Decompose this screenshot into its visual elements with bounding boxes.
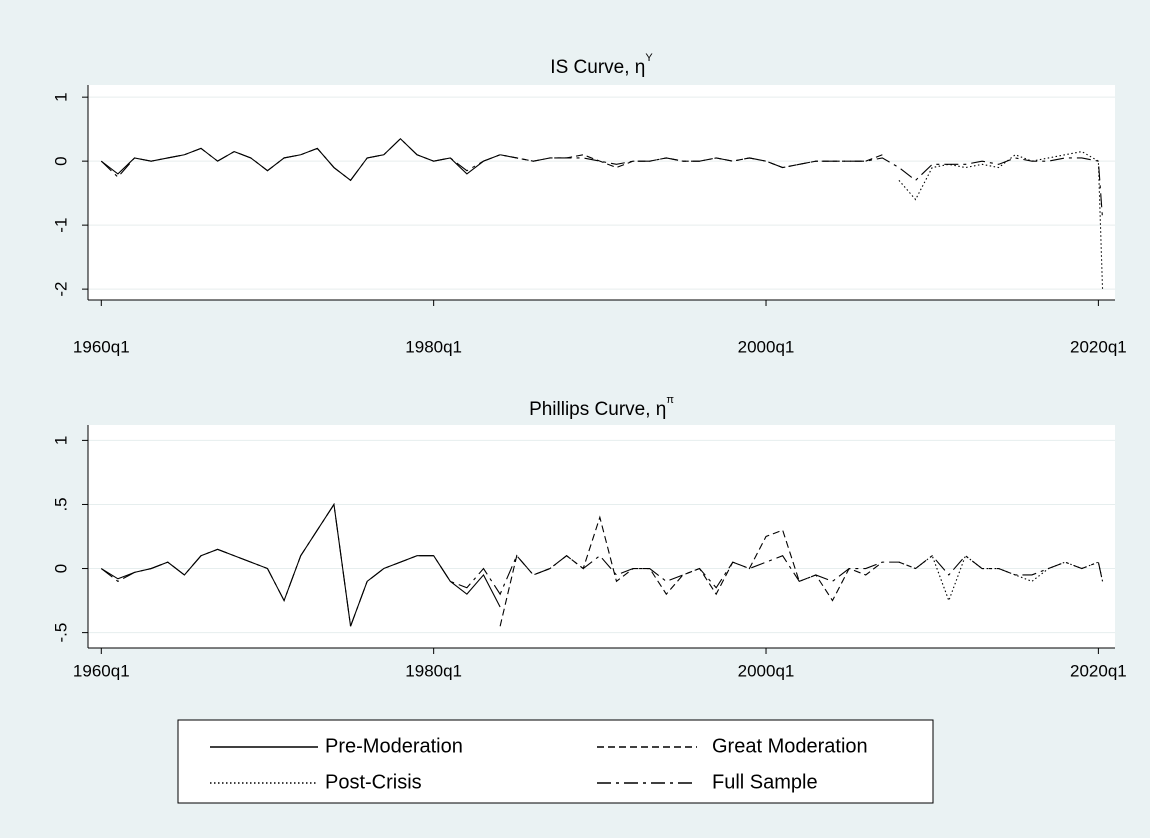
chart-title: IS Curve, ηY: [550, 52, 653, 78]
plot-area: [88, 85, 1115, 300]
y-tick-label: -.5: [51, 623, 70, 643]
x-tick-label: 1980q1: [405, 337, 462, 356]
y-tick-label: 0: [51, 564, 70, 573]
legend-label: Pre-Moderation: [325, 735, 463, 757]
y-tick-label: .5: [51, 497, 70, 511]
title-text: IS Curve, η: [550, 57, 645, 78]
x-tick-label: 2020q1: [1070, 337, 1127, 356]
series-line: [100, 137, 1104, 219]
x-tick-label: 2000q1: [738, 337, 795, 356]
legend-label: Great Moderation: [712, 735, 868, 757]
y-tick-label: -1: [51, 218, 70, 233]
legend-label: Post-Crisis: [325, 771, 422, 793]
plot-area: [88, 425, 1115, 648]
legend-label: Full Sample: [712, 771, 818, 793]
legend-box: [177, 719, 934, 804]
x-tick-label: 2020q1: [1070, 661, 1127, 680]
y-tick-label: 1: [51, 92, 70, 101]
x-tick-label: 1960q1: [73, 661, 130, 680]
title-text: Phillips Curve, η: [529, 399, 666, 420]
chart-title: Phillips Curve, ηπ: [529, 394, 674, 420]
y-tick-label: -2: [51, 282, 70, 297]
x-tick-label: 1960q1: [73, 337, 130, 356]
y-tick-label: 1: [51, 436, 70, 445]
title-superscript: π: [666, 394, 674, 406]
series-line: [100, 502, 1104, 627]
title-superscript: Y: [645, 52, 653, 64]
x-tick-label: 1980q1: [405, 661, 462, 680]
series-line: [898, 150, 1104, 290]
x-tick-label: 2000q1: [738, 661, 795, 680]
y-tick-label: 0: [51, 156, 70, 165]
